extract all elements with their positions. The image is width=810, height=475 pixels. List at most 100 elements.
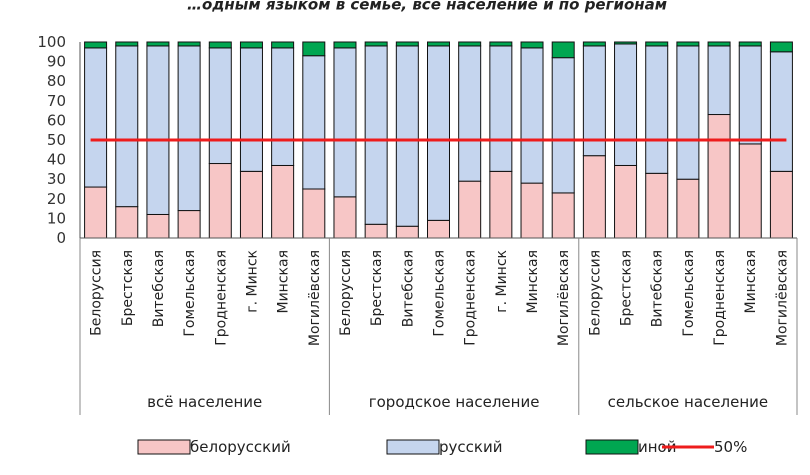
x-category-label: Витебская xyxy=(650,250,666,327)
bar-segment xyxy=(333,41,357,49)
bar-segment xyxy=(707,41,731,47)
legend-swatch xyxy=(386,439,440,455)
x-category-label: г. Минск xyxy=(494,250,510,313)
bar-segment xyxy=(427,45,450,221)
bar-segment xyxy=(208,41,232,49)
bar-segment xyxy=(115,206,139,239)
x-group-label: городское население xyxy=(369,393,540,411)
x-group-label: всё население xyxy=(147,393,262,411)
bar-segment xyxy=(177,210,201,239)
bar-segment xyxy=(239,170,263,239)
bar-segment xyxy=(769,51,793,172)
bar-segment xyxy=(645,172,669,239)
bar-segment xyxy=(271,164,295,239)
x-category-label: Гродненская xyxy=(712,250,728,346)
bar-segment xyxy=(208,47,232,165)
bar-segment xyxy=(707,114,731,239)
x-category-label: Гомельская xyxy=(182,250,198,337)
x-axis: Белоруссия Брестская Витебская Гомельская Гр… xyxy=(79,237,798,415)
bar-segment xyxy=(239,47,263,172)
y-tick-label: 50 xyxy=(47,131,66,149)
bar-segment xyxy=(458,41,482,47)
legend-swatch xyxy=(137,439,191,455)
bar-segment xyxy=(115,45,139,208)
bar-segment xyxy=(302,188,326,239)
x-category-label: Брестская xyxy=(369,250,385,326)
x-category-label: Гомельская xyxy=(681,250,697,337)
bar-segment xyxy=(146,41,170,47)
bar-segment xyxy=(489,170,513,239)
x-category-label: Белоруссия xyxy=(587,250,603,336)
bar-segment xyxy=(520,182,544,239)
bar-segment xyxy=(302,55,326,190)
y-tick-label: 30 xyxy=(47,170,66,188)
bar-segment xyxy=(551,41,575,59)
bar-segment xyxy=(364,41,388,47)
bar-segment xyxy=(395,225,419,239)
bar-segment xyxy=(146,45,170,215)
legend-swatch xyxy=(585,439,639,455)
x-category-label: Минская xyxy=(743,250,759,314)
bar-segment xyxy=(177,45,201,212)
x-category-label: Могилёвская xyxy=(307,250,323,346)
y-tick-label: 90 xyxy=(47,53,66,71)
bar-segment xyxy=(551,192,575,239)
bar-segment xyxy=(271,41,295,49)
bar-segment xyxy=(582,155,606,239)
bar-segment xyxy=(551,57,575,194)
legend-label: русский xyxy=(439,438,502,456)
bar-segment xyxy=(427,41,450,47)
legend: белорусский русский иной 50% xyxy=(137,438,747,456)
bar-segment xyxy=(489,45,513,172)
bar-segment xyxy=(614,43,638,166)
bar-segment xyxy=(645,45,669,174)
x-category-label: Белоруссия xyxy=(338,250,354,336)
bar-segment xyxy=(208,163,232,239)
bar-segment xyxy=(115,41,139,47)
x-category-label: Минская xyxy=(525,250,541,314)
x-category-label: г. Минск xyxy=(244,250,260,313)
bar-segment xyxy=(676,41,700,47)
x-category-label: Брестская xyxy=(120,250,136,326)
bar-segment xyxy=(427,219,450,239)
y-tick-label: 0 xyxy=(56,229,66,247)
bar-segment xyxy=(364,45,388,225)
bar-segment xyxy=(458,45,482,182)
bar-segment xyxy=(333,196,357,239)
bar-segment xyxy=(84,47,108,188)
bar-segment xyxy=(489,41,513,47)
x-category-label: Могилёвская xyxy=(556,250,572,346)
bar-series-group xyxy=(84,41,793,239)
bar-segment xyxy=(676,178,700,239)
bar-segment xyxy=(614,41,638,45)
x-category-label: Гродненская xyxy=(463,250,479,346)
x-category-label: Гродненская xyxy=(213,250,229,346)
x-category-label: Брестская xyxy=(619,250,635,326)
y-tick-label: 70 xyxy=(47,92,66,110)
y-tick-label: 60 xyxy=(47,111,66,129)
y-tick-label: 80 xyxy=(47,72,66,90)
bar-segment xyxy=(239,41,263,49)
x-group-label: сельское население xyxy=(608,393,768,411)
y-tick-label: 100 xyxy=(37,33,66,51)
bar-segment xyxy=(769,41,793,53)
x-category-label: Минская xyxy=(276,250,292,314)
bar-segment xyxy=(707,45,731,116)
bar-segment xyxy=(738,143,762,239)
y-tick-label: 40 xyxy=(47,151,66,169)
bar-segment xyxy=(676,45,700,180)
bar-segment xyxy=(271,47,295,166)
bar-segment xyxy=(395,41,419,47)
y-tick-label: 20 xyxy=(47,190,66,208)
x-category-label: Витебская xyxy=(400,250,416,327)
bar-segment xyxy=(333,47,357,198)
bar-segment xyxy=(738,45,762,145)
bar-segment xyxy=(520,47,544,184)
bar-segment xyxy=(582,41,606,47)
x-category-label: Белоруссия xyxy=(89,250,105,336)
bar-segment xyxy=(614,164,638,239)
bar-segment xyxy=(84,186,108,239)
bar-segment xyxy=(302,41,326,57)
chart-title: …одным языком в семье, все население и п… xyxy=(187,0,667,14)
